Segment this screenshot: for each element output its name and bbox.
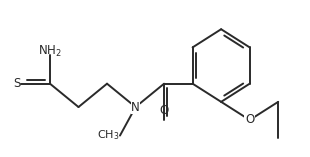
Text: N: N [131,100,140,114]
Text: O: O [159,104,169,117]
Text: CH$_3$: CH$_3$ [98,129,120,142]
Text: S: S [13,77,20,90]
Text: O: O [245,114,254,127]
Text: NH$_2$: NH$_2$ [38,44,62,59]
